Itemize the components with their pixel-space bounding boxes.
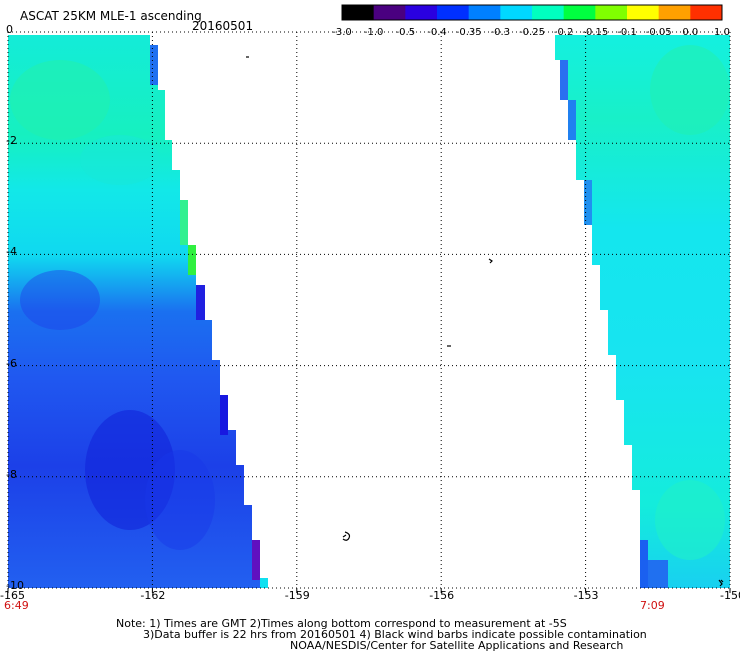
colorbar-swatch (500, 5, 533, 20)
map-ticks (7, 588, 731, 593)
left-swath-time: 6:49 (4, 599, 29, 612)
map-title: ASCAT 25KM MLE-1 ascending (20, 9, 202, 23)
colorbar-label: -0.4 (427, 27, 447, 38)
footer-note-line1: Note: 1) Times are GMT 2)Times along bot… (116, 617, 567, 630)
colorbar-label: -0.2 (553, 27, 574, 38)
colorbar-label: 0.0 (682, 27, 699, 38)
y-tick-label: -10 (6, 579, 24, 592)
colorbar-swatch (468, 5, 501, 20)
y-tick-label: -8 (6, 467, 17, 481)
footer-note-line2: 3)Data buffer is 22 hrs from 20160501 4)… (143, 628, 647, 641)
colorbar-label: -0.3 (490, 27, 511, 38)
colorbar-swatch (373, 5, 406, 20)
colorbar-swatch (563, 5, 596, 20)
right-swath-time: 7:09 (640, 599, 665, 612)
colorbar-border (341, 4, 723, 21)
y-tick-label: 0 (6, 23, 13, 36)
colorbar-label: -0.5 (395, 27, 416, 38)
colorbar-label: 1.0 (714, 27, 730, 38)
colorbar-swatch (532, 5, 565, 20)
x-tick-label: -153 (573, 589, 599, 602)
wind-barbs (246, 56, 724, 587)
colorbar-swatch (595, 5, 628, 20)
x-tick-label: -156 (429, 589, 455, 602)
colorbar-label: -0.25 (519, 27, 545, 38)
x-tick-label: -150 (720, 589, 740, 602)
x-tick-label: -165 (0, 589, 25, 602)
colorbar-swatch (437, 5, 470, 20)
colorbar-swatch (342, 5, 375, 20)
colorbar-label: -3.0 (332, 27, 352, 38)
colorbar-label: -1.0 (363, 27, 384, 38)
x-tick-label: -162 (140, 589, 166, 602)
y-tick-label: -6 (6, 356, 17, 370)
map-grid (7, 31, 731, 589)
y-tick-label: -4 (6, 245, 17, 259)
right-swath (555, 35, 730, 588)
colorbar-label: -0.15 (582, 27, 609, 38)
x-tick-label: -159 (284, 589, 310, 602)
colorbar (341, 4, 723, 21)
colorbar-swatch (627, 5, 660, 20)
colorbar-swatch (658, 5, 691, 20)
map-date: 20160501 (192, 19, 254, 33)
colorbar-swatch (405, 5, 438, 20)
colorbar-label: -0.1 (617, 27, 637, 38)
colorbar-swatch (690, 5, 723, 20)
left-swath (8, 35, 268, 588)
colorbar-label: -0.05 (645, 27, 672, 38)
y-tick-label: -2 (6, 134, 17, 148)
footer-credit: NOAA/NESDIS/Center for Satellite Applica… (290, 639, 624, 652)
colorbar-label: -0.35 (455, 27, 482, 38)
